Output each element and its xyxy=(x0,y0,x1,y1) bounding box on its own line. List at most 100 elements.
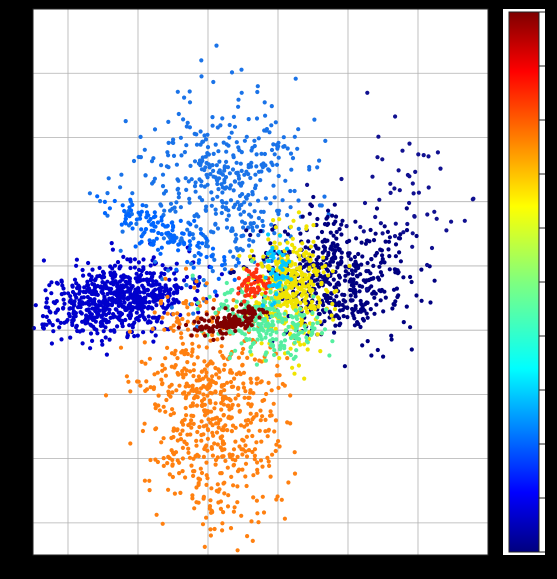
data-point-cluster-3 xyxy=(246,428,251,433)
data-point-cluster-7 xyxy=(315,320,320,325)
data-point-cluster-8 xyxy=(210,329,215,334)
data-point-cluster-10 xyxy=(280,259,285,264)
data-point-cluster-3 xyxy=(142,340,147,345)
data-point-cluster-0 xyxy=(154,319,159,324)
data-point-cluster-4 xyxy=(369,353,374,358)
data-point-cluster-10 xyxy=(273,275,278,280)
data-point-cluster-1 xyxy=(234,160,239,165)
data-point-cluster-0 xyxy=(119,312,124,317)
data-point-cluster-0 xyxy=(43,288,48,293)
data-point-cluster-8 xyxy=(234,317,239,322)
data-point-cluster-3 xyxy=(201,454,206,459)
data-point-cluster-3 xyxy=(235,469,241,474)
data-point-cluster-4 xyxy=(330,259,336,264)
data-point-cluster-3 xyxy=(260,464,265,469)
data-point-cluster-5 xyxy=(365,90,370,95)
data-point-cluster-8 xyxy=(230,316,235,322)
data-point-cluster-0 xyxy=(64,319,69,324)
data-point-cluster-4 xyxy=(376,277,382,282)
data-point-cluster-3 xyxy=(288,393,293,398)
data-point-cluster-6 xyxy=(318,349,323,354)
data-point-cluster-2 xyxy=(187,232,192,237)
data-point-cluster-7 xyxy=(263,318,268,323)
data-point-cluster-3 xyxy=(155,370,160,375)
data-point-cluster-3 xyxy=(160,363,165,368)
data-point-cluster-7 xyxy=(291,321,296,326)
data-point-cluster-3 xyxy=(235,548,240,553)
data-point-cluster-3 xyxy=(159,440,164,445)
data-point-cluster-1 xyxy=(227,135,232,140)
data-point-cluster-1 xyxy=(307,164,312,170)
data-point-cluster-1 xyxy=(285,146,290,151)
data-point-cluster-0 xyxy=(105,279,110,284)
data-point-cluster-3 xyxy=(220,528,225,533)
data-point-cluster-0 xyxy=(108,328,113,333)
data-point-cluster-1 xyxy=(231,254,236,259)
data-point-cluster-1 xyxy=(192,131,197,136)
data-point-cluster-3 xyxy=(233,425,238,430)
data-point-cluster-1 xyxy=(220,116,225,121)
data-point-cluster-3 xyxy=(189,353,194,358)
data-point-cluster-2 xyxy=(187,247,192,252)
data-point-cluster-3 xyxy=(196,374,201,379)
data-point-cluster-3 xyxy=(243,474,248,479)
data-point-cluster-3 xyxy=(276,439,281,444)
data-point-cluster-0 xyxy=(127,295,132,300)
data-point-cluster-0 xyxy=(80,328,85,333)
data-point-cluster-3 xyxy=(222,362,227,367)
data-point-cluster-5 xyxy=(370,174,375,179)
data-point-cluster-6 xyxy=(295,272,300,277)
data-point-cluster-3 xyxy=(280,381,285,387)
data-point-cluster-4 xyxy=(298,262,303,267)
data-point-cluster-0 xyxy=(58,320,63,325)
data-point-cluster-3 xyxy=(205,448,210,453)
data-point-cluster-4 xyxy=(377,264,382,269)
data-point-cluster-0 xyxy=(123,307,129,312)
data-point-cluster-0 xyxy=(125,289,130,294)
data-point-cluster-3 xyxy=(148,385,153,390)
data-point-cluster-6 xyxy=(302,376,307,381)
data-point-cluster-10 xyxy=(284,246,290,251)
data-point-cluster-4 xyxy=(358,298,363,304)
data-point-cluster-1 xyxy=(173,209,178,214)
data-point-cluster-1 xyxy=(165,150,170,155)
data-point-cluster-0 xyxy=(137,314,142,319)
data-point-cluster-3 xyxy=(128,389,133,394)
data-point-cluster-1 xyxy=(251,239,256,244)
data-point-cluster-0 xyxy=(112,263,118,268)
data-point-cluster-7 xyxy=(323,307,329,312)
data-point-cluster-1 xyxy=(312,117,317,122)
data-point-cluster-8 xyxy=(239,309,244,314)
data-point-cluster-9 xyxy=(245,287,250,292)
data-point-cluster-4 xyxy=(352,316,357,321)
data-point-cluster-4 xyxy=(401,275,406,280)
data-point-cluster-2 xyxy=(188,222,193,227)
data-point-cluster-6 xyxy=(288,224,294,229)
data-point-cluster-0 xyxy=(101,329,106,334)
data-point-cluster-1 xyxy=(231,153,236,158)
data-point-cluster-1 xyxy=(263,113,268,118)
data-point-cluster-8 xyxy=(217,328,223,334)
data-point-cluster-3 xyxy=(221,394,226,399)
data-point-cluster-0 xyxy=(72,302,77,307)
data-point-cluster-3 xyxy=(204,443,209,448)
data-point-cluster-0 xyxy=(101,310,106,315)
data-point-cluster-7 xyxy=(272,348,277,353)
data-point-cluster-4 xyxy=(343,299,348,304)
data-point-cluster-3 xyxy=(204,460,209,465)
data-point-cluster-3 xyxy=(251,495,256,500)
data-point-cluster-3 xyxy=(219,471,224,476)
data-point-cluster-3 xyxy=(175,438,180,443)
data-point-cluster-2 xyxy=(159,245,164,250)
data-point-cluster-8 xyxy=(189,333,194,338)
data-point-cluster-4 xyxy=(336,303,342,308)
data-point-cluster-1 xyxy=(210,197,215,202)
data-point-cluster-4 xyxy=(358,324,363,330)
data-point-cluster-2 xyxy=(158,251,163,256)
data-point-cluster-3 xyxy=(194,378,199,383)
data-point-cluster-0 xyxy=(54,299,59,304)
data-point-cluster-1 xyxy=(224,217,229,222)
data-point-cluster-4 xyxy=(316,255,321,260)
data-points xyxy=(31,43,476,553)
data-point-cluster-3 xyxy=(254,413,259,418)
